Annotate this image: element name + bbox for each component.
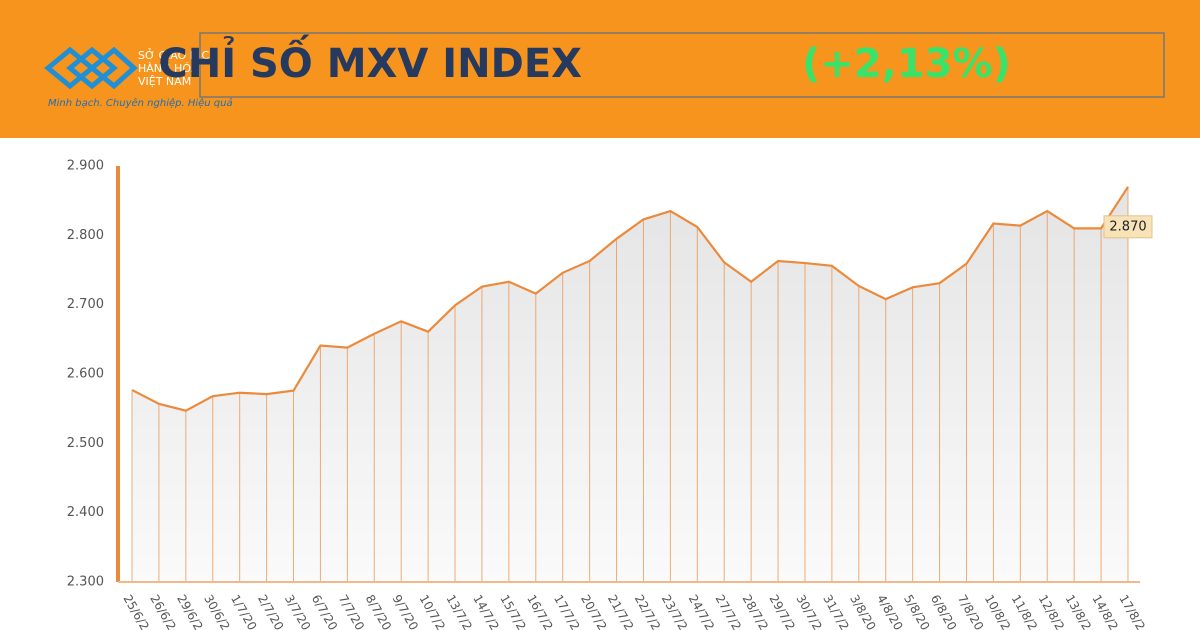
data-label-box [1103, 215, 1153, 239]
y-tick-label: 2.600 [67, 367, 104, 382]
y-tick-label: 2.700 [67, 297, 104, 312]
logo-text: HÀNG HÓA [138, 62, 199, 75]
logo-text: VIỆT NAM [138, 75, 191, 88]
logo: SỞ GIAO DỊCH HÀNG HÓA VIỆT NAM Minh bạch… [44, 46, 233, 109]
area [132, 186, 1128, 583]
y-tick-label: 2.400 [67, 505, 104, 520]
x-tick-label: 25/6/2 [120, 592, 151, 630]
slogan: Minh bạch. Chuyên nghiệp. Hiệu quả [48, 97, 233, 109]
y-tick-label: 2.900 [67, 159, 104, 174]
logo-text: SỞ GIAO DỊCH [138, 48, 217, 62]
change: (+2,13%) [802, 41, 1011, 87]
y-tick-label: 2.800 [67, 228, 104, 243]
chart: 2.300 2.400 2.500 2.600 2.700 2.800 2.900 2.870… [67, 159, 1153, 630]
y-tick-label: 2.300 [67, 575, 104, 590]
title: CHỈ SỐ MXV INDEX [158, 33, 582, 87]
y-tick-label: 2.500 [67, 436, 104, 451]
logo-mark [44, 46, 138, 90]
title-box [199, 32, 1165, 98]
data-label: 2.870 [1109, 219, 1146, 234]
line [131, 186, 1129, 412]
